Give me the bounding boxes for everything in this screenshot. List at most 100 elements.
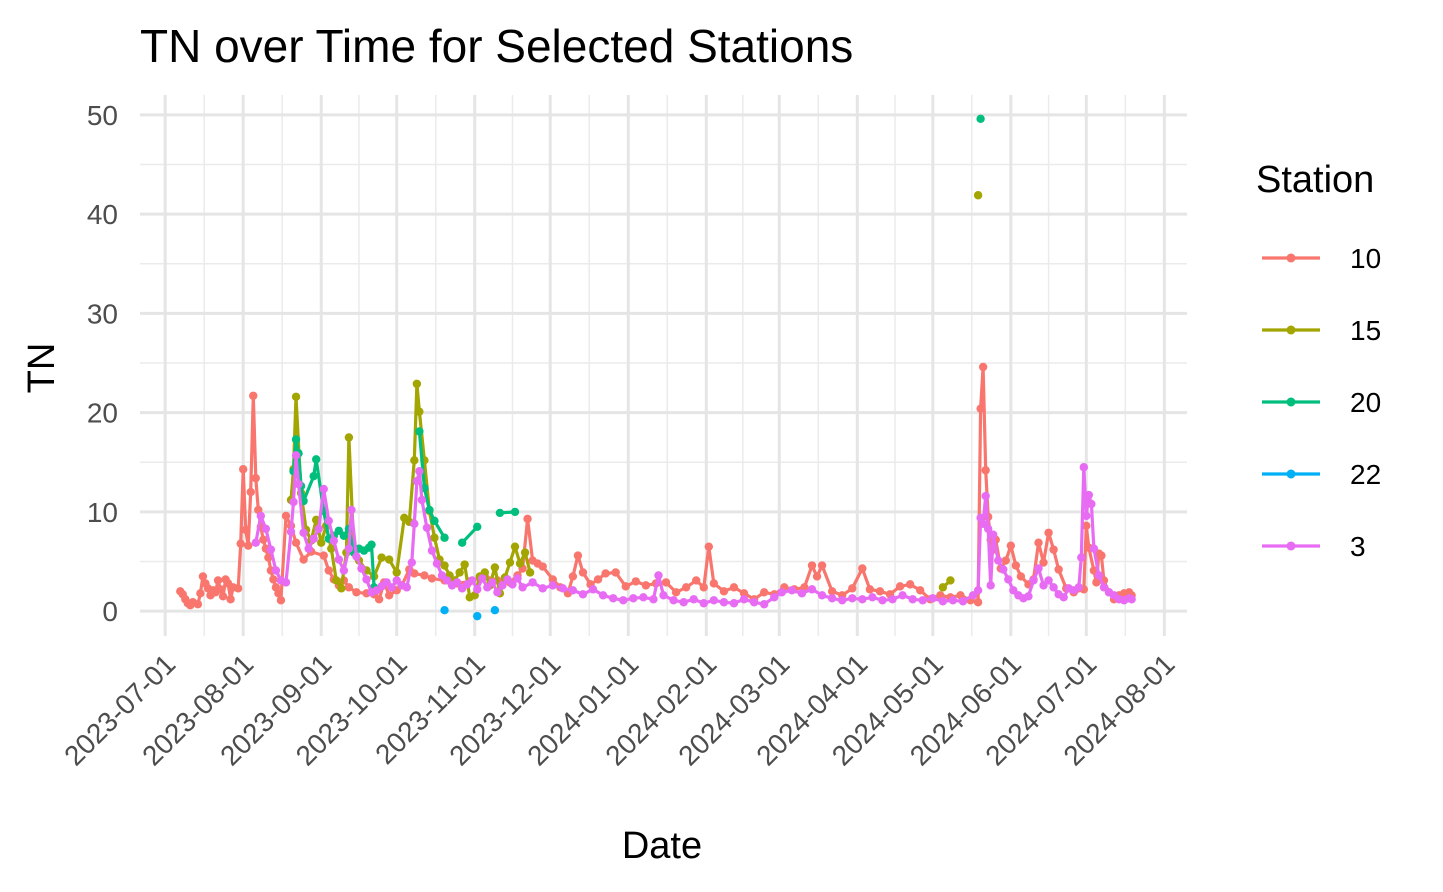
- data-point: [246, 487, 255, 497]
- legend: Station 10 15 20 22 3: [1256, 159, 1381, 562]
- data-point: [291, 435, 301, 444]
- series-3: [251, 451, 1136, 609]
- data-point: [692, 576, 701, 585]
- data-point: [807, 585, 817, 594]
- data-point: [976, 114, 985, 124]
- data-point: [498, 581, 507, 590]
- data-point: [520, 548, 530, 557]
- data-point: [261, 524, 271, 533]
- data-point: [291, 451, 301, 460]
- series-22: [440, 605, 500, 621]
- data-point: [986, 581, 995, 590]
- legend-key-point: [1286, 397, 1296, 407]
- data-point: [568, 586, 578, 595]
- data-point: [515, 559, 525, 568]
- data-point: [256, 511, 266, 521]
- data-point: [999, 565, 1008, 574]
- x-axis-ticks: 2023-07-012023-08-012023-09-012023-10-01…: [58, 648, 1180, 771]
- data-point: [334, 555, 344, 564]
- data-point: [264, 553, 273, 562]
- data-point: [362, 575, 371, 584]
- data-point: [1044, 528, 1053, 537]
- data-point: [619, 596, 628, 605]
- data-point: [1082, 521, 1091, 531]
- data-point: [946, 576, 955, 585]
- data-point: [709, 579, 719, 588]
- data-point: [344, 433, 354, 442]
- data-point: [1024, 592, 1033, 601]
- data-point: [661, 578, 671, 587]
- data-point: [329, 536, 338, 545]
- data-point: [1001, 556, 1010, 565]
- data-point: [410, 569, 419, 578]
- data-point: [339, 566, 349, 575]
- legend-key-point: [1286, 325, 1296, 335]
- legend-item-10: 10: [1262, 243, 1381, 274]
- data-point: [787, 586, 797, 595]
- data-point: [898, 591, 907, 600]
- data-point: [402, 583, 411, 592]
- data-point: [928, 594, 938, 603]
- legend-item-15: 15: [1262, 315, 1381, 346]
- data-point: [659, 591, 668, 600]
- data-point: [1006, 541, 1016, 550]
- data-point: [916, 586, 925, 595]
- data-point: [699, 599, 708, 608]
- data-point: [641, 581, 651, 590]
- data-point: [1079, 463, 1089, 472]
- chart-title: TN over Time for Selected Stations: [140, 20, 853, 72]
- data-point: [654, 571, 663, 580]
- data-point: [629, 594, 638, 603]
- data-point: [888, 595, 897, 604]
- data-point: [251, 538, 260, 547]
- data-point: [455, 568, 464, 577]
- data-point: [216, 585, 225, 594]
- series-15: [286, 191, 983, 602]
- data-point: [440, 533, 449, 542]
- y-tick-label: 40: [87, 199, 118, 230]
- data-point: [699, 583, 708, 592]
- data-point: [681, 583, 691, 592]
- data-point: [973, 598, 983, 607]
- data-point: [347, 505, 356, 515]
- data-point: [868, 593, 877, 602]
- data-point: [989, 530, 998, 539]
- data-point: [958, 597, 968, 606]
- y-axis-ticks: 0 10 20 30 40 50: [87, 100, 118, 627]
- data-point: [528, 578, 537, 587]
- data-point: [430, 533, 439, 542]
- data-point: [1097, 551, 1106, 560]
- series-20: [289, 114, 985, 592]
- data-point: [649, 595, 658, 604]
- data-point: [291, 538, 301, 547]
- data-point: [281, 578, 291, 587]
- data-point: [671, 588, 681, 597]
- data-point: [981, 491, 990, 501]
- data-point: [1127, 595, 1136, 604]
- data-point: [759, 588, 769, 597]
- data-point: [324, 566, 333, 575]
- legend-label: 10: [1350, 243, 1381, 274]
- data-point: [704, 542, 714, 551]
- data-point: [218, 592, 228, 601]
- legend-label: 3: [1350, 531, 1366, 562]
- legend-label: 20: [1350, 387, 1381, 418]
- data-point: [236, 539, 245, 548]
- data-point: [410, 519, 419, 529]
- data-point: [669, 596, 678, 605]
- data-point: [309, 471, 318, 481]
- data-point: [430, 516, 439, 526]
- data-point: [271, 566, 281, 575]
- data-point: [719, 598, 729, 607]
- data-point: [548, 575, 557, 584]
- data-point: [858, 564, 867, 573]
- data-point: [905, 580, 915, 589]
- data-point: [817, 561, 827, 570]
- data-point: [593, 575, 603, 584]
- data-point: [611, 568, 620, 577]
- legend-item-22: 22: [1262, 459, 1381, 490]
- plot-grid: [140, 95, 1187, 636]
- data-point: [505, 558, 515, 567]
- data-point: [1054, 565, 1063, 574]
- data-point: [299, 555, 308, 564]
